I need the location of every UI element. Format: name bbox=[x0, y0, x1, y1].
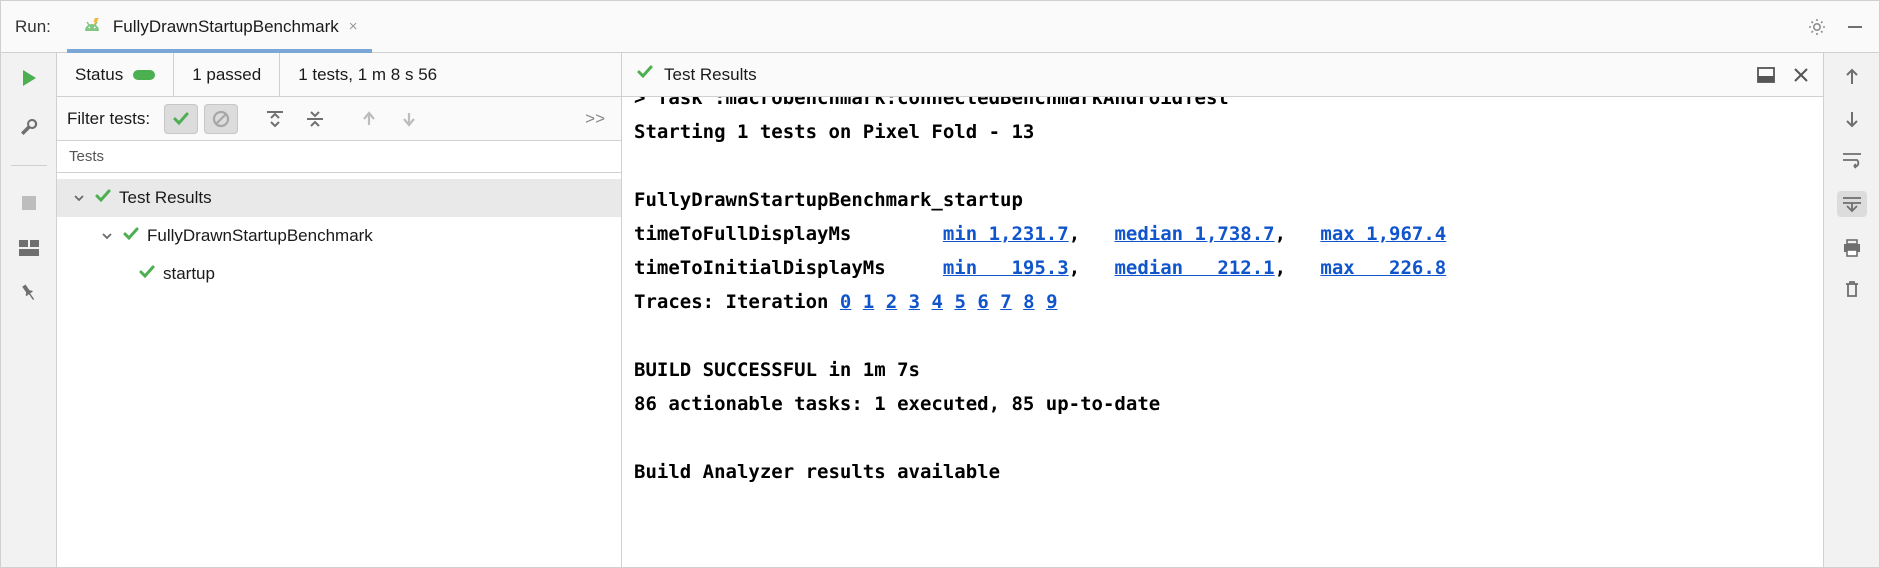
metric-link[interactable]: min 195.3 bbox=[943, 257, 1069, 279]
run-label: Run: bbox=[1, 17, 67, 37]
status-cell: Status bbox=[57, 53, 174, 96]
filter-row: Filter tests: >> bbox=[57, 97, 621, 141]
console-title: Test Results bbox=[664, 65, 757, 85]
metric-link[interactable]: max 226.8 bbox=[1320, 257, 1446, 279]
tree-leaf-label: startup bbox=[163, 264, 215, 284]
close-console-icon[interactable] bbox=[1793, 67, 1809, 83]
metric-link[interactable]: 0 bbox=[840, 291, 851, 313]
metric-link[interactable]: max 1,967.4 bbox=[1320, 223, 1446, 245]
run-tab[interactable]: FullyDrawnStartupBenchmark × bbox=[67, 1, 372, 52]
layout-icon[interactable] bbox=[19, 240, 39, 256]
console-text: > Task :macrobenchmark:connectedBenchmar… bbox=[622, 97, 1823, 489]
metric-link[interactable]: 6 bbox=[977, 291, 988, 313]
prev-failed-button[interactable] bbox=[352, 104, 386, 134]
scroll-to-end-icon[interactable] bbox=[1837, 191, 1867, 217]
check-icon bbox=[139, 264, 155, 285]
summary-cell: 1 tests, 1 m 8 s 56 bbox=[280, 53, 621, 96]
tree-suite-label: FullyDrawnStartupBenchmark bbox=[147, 226, 373, 246]
titlebar: Run: FullyDrawnStartupBenchmark × bbox=[1, 1, 1879, 53]
metric-link[interactable]: 7 bbox=[1000, 291, 1011, 313]
status-pill-icon bbox=[133, 70, 155, 80]
run-tab-label: FullyDrawnStartupBenchmark bbox=[113, 17, 339, 37]
check-icon bbox=[95, 188, 111, 209]
body: Status 1 passed 1 tests, 1 m 8 s 56 Filt… bbox=[1, 53, 1879, 567]
stop-button[interactable] bbox=[20, 194, 38, 212]
show-ignored-toggle[interactable] bbox=[204, 104, 238, 134]
check-icon bbox=[636, 63, 654, 86]
console-output: > Task :macrobenchmark:connectedBenchmar… bbox=[622, 97, 1823, 567]
gutter-separator bbox=[11, 165, 47, 166]
tree-suite[interactable]: FullyDrawnStartupBenchmark bbox=[57, 217, 621, 255]
status-bar: Status 1 passed 1 tests, 1 m 8 s 56 bbox=[57, 53, 621, 97]
metric-link[interactable]: 3 bbox=[909, 291, 920, 313]
collapse-all-button[interactable] bbox=[298, 104, 332, 134]
tests-panel: Status 1 passed 1 tests, 1 m 8 s 56 Filt… bbox=[57, 53, 622, 567]
left-gutter bbox=[1, 53, 57, 567]
status-label: Status bbox=[75, 65, 123, 85]
header-actions bbox=[1807, 17, 1879, 37]
tree-leaf[interactable]: startup bbox=[57, 255, 621, 293]
tests-column-header: Tests bbox=[57, 141, 621, 173]
metric-link[interactable]: 8 bbox=[1023, 291, 1034, 313]
scroll-down-icon[interactable] bbox=[1843, 109, 1861, 129]
metric-link[interactable]: 5 bbox=[954, 291, 965, 313]
gear-icon[interactable] bbox=[1807, 17, 1827, 37]
expand-all-button[interactable] bbox=[258, 104, 292, 134]
soft-wrap-icon[interactable] bbox=[1841, 151, 1863, 169]
metric-link[interactable]: 9 bbox=[1046, 291, 1057, 313]
print-icon[interactable] bbox=[1842, 239, 1862, 257]
restore-layout-icon[interactable] bbox=[1757, 67, 1775, 83]
chevron-down-icon bbox=[71, 192, 87, 204]
metric-link[interactable]: median 212.1 bbox=[1114, 257, 1274, 279]
metric-link[interactable]: 2 bbox=[886, 291, 897, 313]
metric-link[interactable]: 4 bbox=[932, 291, 943, 313]
minimize-icon[interactable] bbox=[1845, 17, 1865, 37]
tab-close-icon[interactable]: × bbox=[349, 18, 358, 35]
more-filters-button[interactable]: >> bbox=[579, 109, 611, 129]
chevron-down-icon bbox=[99, 230, 115, 242]
console-head: Test Results bbox=[622, 53, 1823, 97]
test-summary: 1 tests, 1 m 8 s 56 bbox=[298, 65, 437, 85]
android-benchmark-icon bbox=[81, 16, 103, 38]
right-gutter bbox=[1823, 53, 1879, 567]
show-passed-toggle[interactable] bbox=[164, 104, 198, 134]
tree-root-label: Test Results bbox=[119, 188, 212, 208]
wrench-icon[interactable] bbox=[19, 117, 39, 137]
filter-label: Filter tests: bbox=[67, 109, 158, 129]
test-tree: Test Results FullyDrawnStartupBenchmark … bbox=[57, 173, 621, 299]
metric-link[interactable]: median 1,738.7 bbox=[1114, 223, 1274, 245]
console-panel: Test Results > Task :macrobenchmark:conn… bbox=[622, 53, 1823, 567]
check-icon bbox=[123, 226, 139, 247]
tree-root[interactable]: Test Results bbox=[57, 179, 621, 217]
trash-icon[interactable] bbox=[1843, 279, 1861, 299]
next-failed-button[interactable] bbox=[392, 104, 426, 134]
rerun-button[interactable] bbox=[18, 67, 40, 89]
passed-count: 1 passed bbox=[192, 65, 261, 85]
metric-link[interactable]: 1 bbox=[863, 291, 874, 313]
metric-link[interactable]: min 1,231.7 bbox=[943, 223, 1069, 245]
passed-cell: 1 passed bbox=[174, 53, 280, 96]
scroll-up-icon[interactable] bbox=[1843, 67, 1861, 87]
pin-icon[interactable] bbox=[20, 284, 38, 302]
